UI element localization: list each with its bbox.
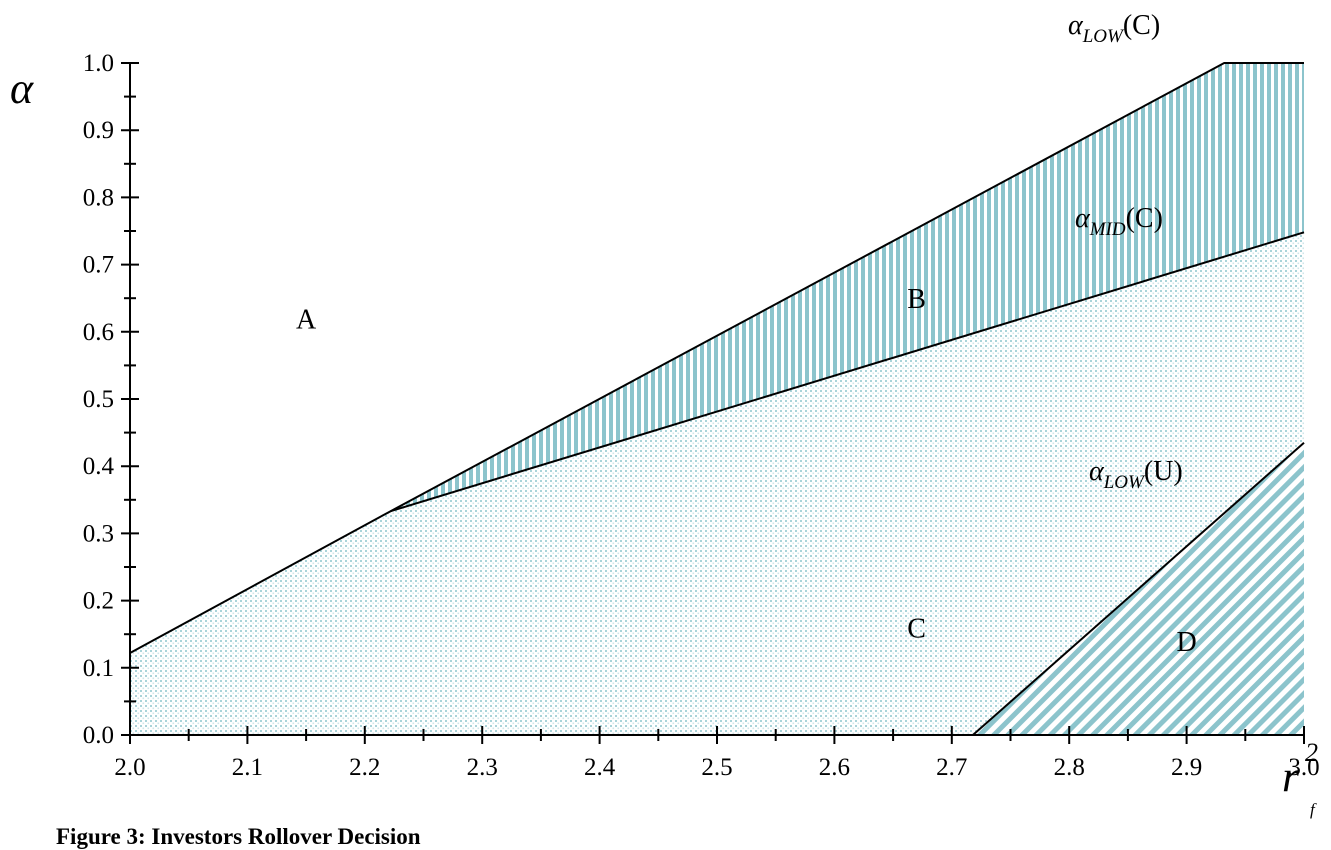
figure-caption: Figure 3: Investors Rollover Decision xyxy=(56,824,421,849)
x-tick-label: 2.9 xyxy=(1171,754,1202,781)
alpha-low-c-label: αLOW(C) xyxy=(1068,10,1160,47)
curve-label-subscript: MID xyxy=(1089,219,1126,240)
y-tick-label: 0.5 xyxy=(83,386,114,413)
x-axis-title: r xyxy=(1282,752,1300,801)
region-c-label: C xyxy=(907,613,926,644)
x-tick-label: 2.0 xyxy=(114,754,145,781)
x-tick-label: 3.0 xyxy=(1288,754,1319,781)
x-axis-title-superscript: 2 xyxy=(1305,738,1318,767)
region-b-fill xyxy=(390,63,1305,512)
y-tick-label: 0.1 xyxy=(83,655,114,682)
y-tick-label: 0.8 xyxy=(83,184,114,211)
curve-label-subscript: LOW xyxy=(1103,472,1146,493)
x-tick-label: 2.2 xyxy=(349,754,380,781)
alpha-low-u-curve xyxy=(972,441,1305,736)
y-tick-label: 1.0 xyxy=(83,50,114,77)
y-tick-label: 0.2 xyxy=(83,588,114,615)
x-tick-label: 2.6 xyxy=(819,754,850,781)
y-tick-label: 0.9 xyxy=(83,117,114,144)
y-tick-label: 0.6 xyxy=(83,319,114,346)
x-tick-label: 2.1 xyxy=(232,754,263,781)
y-tick-label: 0.4 xyxy=(83,453,115,480)
alpha-low-c-curve xyxy=(129,62,1304,654)
x-axis-title-subscript: f xyxy=(1310,800,1317,819)
region-a-label: A xyxy=(296,304,317,335)
y-tick-label: 0.7 xyxy=(83,252,114,279)
x-tick-label: 2.4 xyxy=(584,754,616,781)
alpha-mid-c-curve xyxy=(390,231,1305,513)
region-c-fill xyxy=(130,232,1304,736)
region-b-label: B xyxy=(907,284,926,315)
y-axis-title: α xyxy=(10,64,34,113)
curve-label-subscript: LOW xyxy=(1082,26,1125,47)
x-tick-label: 2.8 xyxy=(1054,754,1085,781)
curve-label-argument: (C) xyxy=(1123,10,1160,41)
axes: 2.0 2.1 2.2 2.3 2.4 2.5 2.6 2.7 2.8 2.9 3.0 0.0 0.1 0… xyxy=(83,50,1320,781)
curve-label-argument: (U) xyxy=(1144,456,1183,487)
x-tick-label: 2.5 xyxy=(701,754,732,781)
region-d-label: D xyxy=(1176,627,1196,658)
alpha-mid-c-label: αMID(C) xyxy=(1075,203,1163,240)
alpha-low-u-label: αLOW(U) xyxy=(1089,456,1183,493)
curve-label-greek: α xyxy=(1075,203,1091,234)
y-tick-label: 0.0 xyxy=(83,722,114,749)
y-tick-label: 0.3 xyxy=(83,520,114,547)
curve-label-argument: (C) xyxy=(1126,203,1163,234)
x-tick-label: 2.3 xyxy=(467,754,498,781)
x-tick-label: 2.7 xyxy=(936,754,967,781)
shaded-regions xyxy=(130,63,1305,736)
curve-label-greek: α xyxy=(1089,456,1105,487)
boundary-curves xyxy=(129,62,1305,736)
curve-label-greek: α xyxy=(1068,10,1084,41)
